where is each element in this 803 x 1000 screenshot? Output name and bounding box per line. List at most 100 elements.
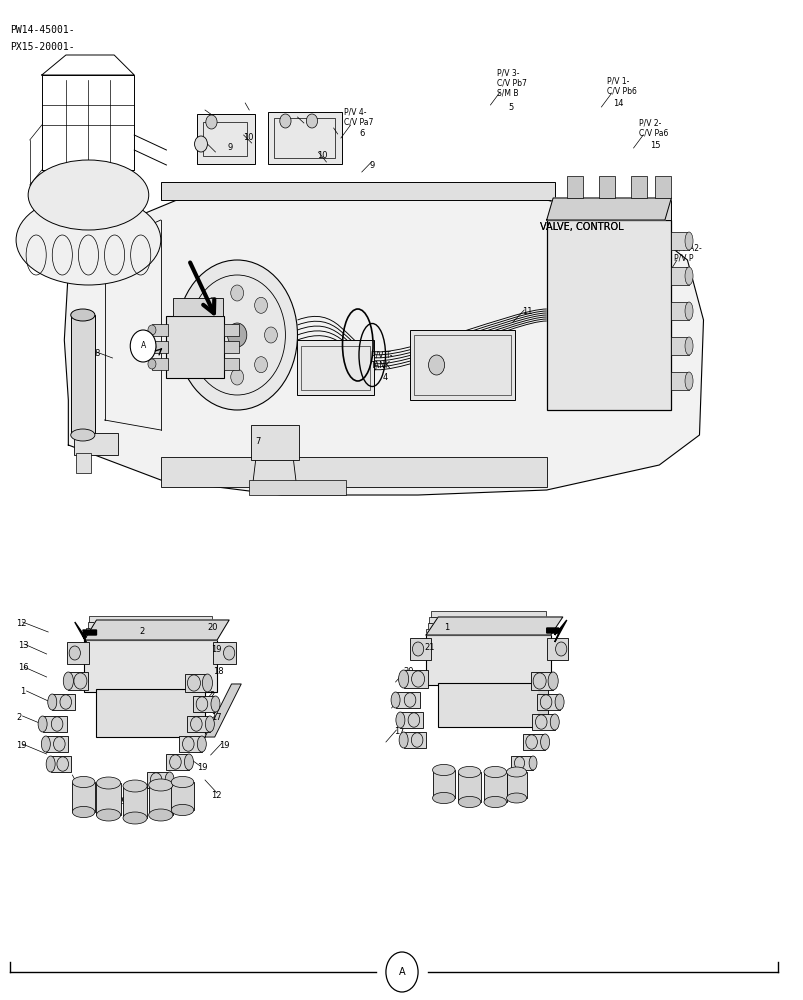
Ellipse shape bbox=[554, 694, 564, 710]
Text: 1: 1 bbox=[443, 622, 449, 632]
Circle shape bbox=[230, 285, 243, 301]
Text: P/V 3-
C/V Pb7
S/M B: P/V 3- C/V Pb7 S/M B bbox=[496, 68, 526, 98]
Text: 2: 2 bbox=[74, 788, 79, 796]
Bar bbox=[598, 176, 614, 198]
Circle shape bbox=[404, 693, 415, 707]
Bar bbox=[654, 176, 671, 198]
Bar bbox=[427, 623, 548, 629]
Polygon shape bbox=[546, 620, 566, 642]
Text: 15: 15 bbox=[649, 140, 659, 149]
Bar bbox=[123, 786, 147, 818]
Text: 9: 9 bbox=[227, 142, 233, 151]
Circle shape bbox=[148, 342, 156, 352]
Bar bbox=[52, 694, 75, 710]
Circle shape bbox=[169, 755, 181, 769]
Bar bbox=[166, 316, 224, 378]
Ellipse shape bbox=[548, 672, 557, 690]
Ellipse shape bbox=[506, 793, 526, 803]
Polygon shape bbox=[546, 198, 671, 220]
Circle shape bbox=[60, 695, 71, 709]
Text: VALVE, CONTROL: VALVE, CONTROL bbox=[540, 222, 623, 232]
Bar bbox=[546, 638, 567, 660]
Bar bbox=[267, 112, 341, 164]
Bar bbox=[671, 232, 688, 250]
Bar bbox=[173, 298, 222, 316]
Bar bbox=[510, 756, 532, 770]
Bar bbox=[671, 372, 688, 390]
Ellipse shape bbox=[165, 772, 174, 788]
Circle shape bbox=[197, 327, 210, 343]
Ellipse shape bbox=[684, 302, 692, 320]
Circle shape bbox=[206, 297, 219, 313]
Ellipse shape bbox=[398, 670, 408, 688]
Ellipse shape bbox=[202, 674, 212, 692]
Ellipse shape bbox=[432, 792, 454, 804]
Text: VALVE, CONTROL: VALVE, CONTROL bbox=[540, 222, 623, 232]
Text: 19: 19 bbox=[218, 740, 229, 750]
Bar bbox=[224, 341, 238, 353]
Bar bbox=[410, 330, 514, 400]
Bar bbox=[152, 341, 168, 353]
Text: 19: 19 bbox=[210, 646, 221, 654]
Ellipse shape bbox=[540, 734, 549, 750]
Bar bbox=[671, 302, 688, 320]
Bar bbox=[429, 617, 547, 623]
Bar bbox=[149, 785, 173, 815]
Text: P/V 2-
C/V Pa6: P/V 2- C/V Pa6 bbox=[638, 118, 668, 138]
Text: A: A bbox=[398, 967, 405, 977]
Text: 20: 20 bbox=[403, 668, 414, 676]
Circle shape bbox=[230, 369, 243, 385]
Bar bbox=[68, 672, 88, 690]
Text: 14: 14 bbox=[612, 99, 622, 107]
Text: 8: 8 bbox=[95, 349, 100, 358]
Ellipse shape bbox=[47, 694, 57, 710]
Bar bbox=[274, 118, 335, 158]
Bar bbox=[171, 782, 194, 810]
Bar bbox=[400, 712, 422, 728]
Bar bbox=[522, 734, 544, 750]
Polygon shape bbox=[75, 622, 96, 642]
Text: 19: 19 bbox=[197, 764, 207, 772]
Bar bbox=[546, 220, 671, 410]
Circle shape bbox=[177, 260, 297, 410]
Circle shape bbox=[411, 733, 422, 747]
Text: 18: 18 bbox=[213, 668, 223, 676]
Text: 5: 5 bbox=[507, 103, 513, 111]
Bar bbox=[530, 672, 552, 690]
Bar bbox=[566, 176, 582, 198]
Text: 2: 2 bbox=[139, 628, 145, 637]
Text: 12: 12 bbox=[210, 790, 221, 800]
Text: P/V 1-
C/V Pb6: P/V 1- C/V Pb6 bbox=[606, 76, 636, 96]
Circle shape bbox=[385, 952, 418, 992]
Ellipse shape bbox=[171, 776, 194, 788]
Bar bbox=[152, 358, 168, 370]
Text: 2: 2 bbox=[209, 690, 214, 700]
Circle shape bbox=[130, 330, 156, 362]
Text: P/V T-
TANK: P/V T- TANK bbox=[371, 350, 393, 370]
Circle shape bbox=[279, 114, 291, 128]
Ellipse shape bbox=[96, 809, 120, 821]
Bar bbox=[86, 628, 215, 634]
Circle shape bbox=[428, 355, 444, 375]
Ellipse shape bbox=[171, 804, 194, 816]
Text: 12: 12 bbox=[16, 618, 26, 628]
Circle shape bbox=[223, 646, 234, 660]
Bar bbox=[224, 358, 238, 370]
Circle shape bbox=[412, 642, 423, 656]
Text: 1: 1 bbox=[20, 688, 26, 696]
Circle shape bbox=[54, 737, 65, 751]
Bar bbox=[88, 622, 214, 628]
Bar bbox=[249, 480, 345, 495]
Circle shape bbox=[535, 715, 546, 729]
Text: 19: 19 bbox=[16, 740, 26, 750]
Bar bbox=[96, 689, 205, 737]
Circle shape bbox=[187, 675, 200, 691]
Text: 21: 21 bbox=[424, 644, 434, 652]
Text: S/V A2-
P/V P: S/V A2- P/V P bbox=[673, 243, 701, 263]
Bar bbox=[72, 782, 95, 812]
Circle shape bbox=[196, 697, 207, 711]
Bar bbox=[671, 337, 688, 355]
Bar bbox=[483, 772, 506, 802]
Ellipse shape bbox=[46, 756, 55, 772]
Ellipse shape bbox=[549, 714, 559, 730]
